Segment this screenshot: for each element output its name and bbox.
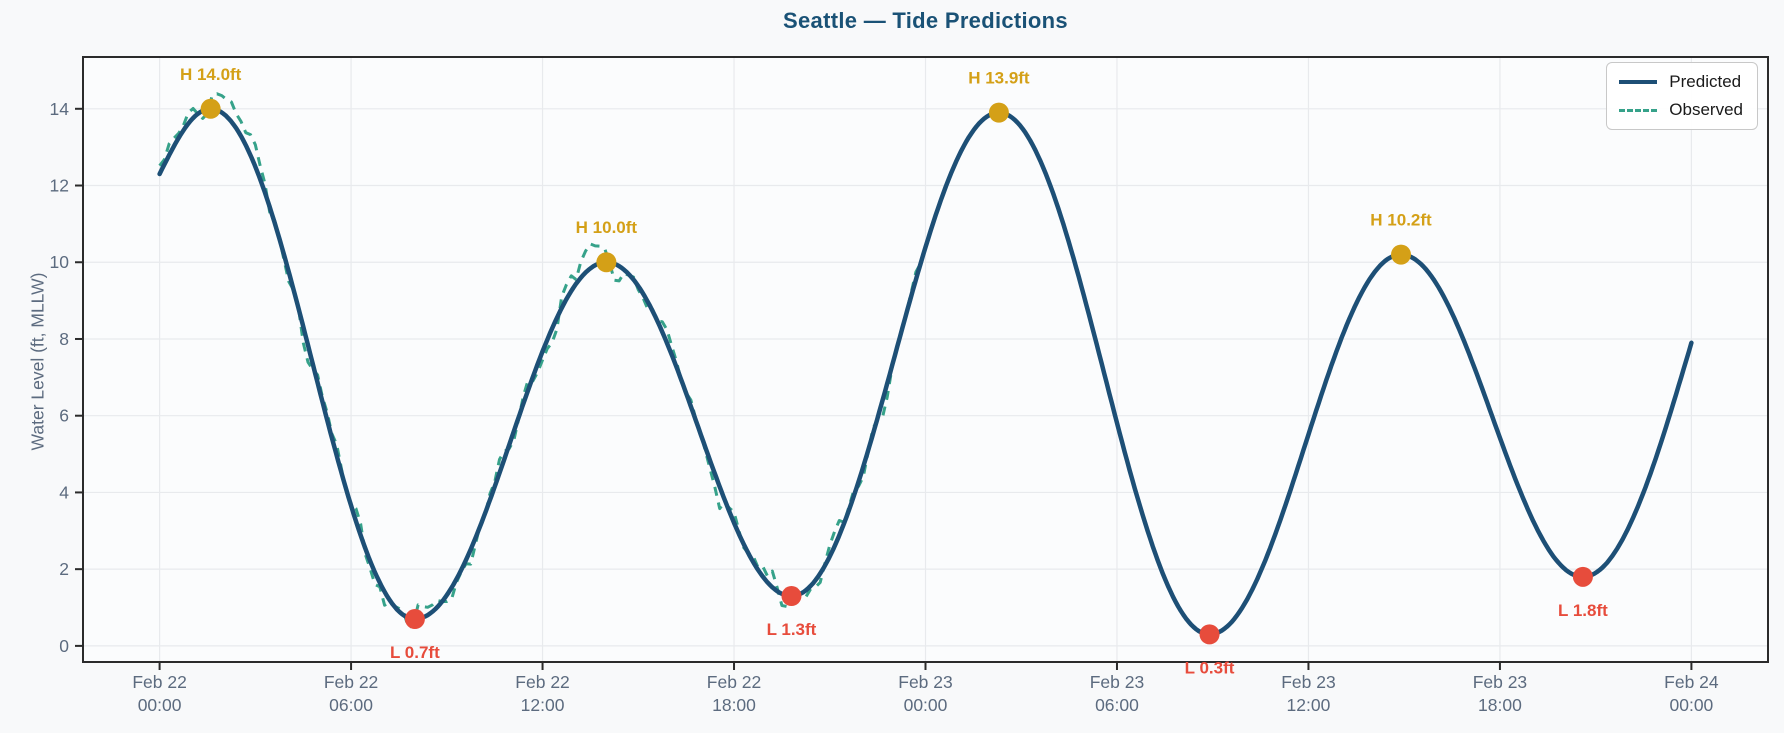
high-tide-annotation: H 13.9ft [968,69,1030,88]
chart-title: Seattle — Tide Predictions [783,8,1068,33]
high-tide-marker [200,98,221,119]
x-tick-label-date: Feb 22 [324,672,378,692]
y-tick-label: 6 [59,406,69,426]
low-tide-annotation: L 0.7ft [390,643,440,662]
low-tide-marker [1199,624,1220,645]
high-tide-marker [596,252,617,273]
high-tide-annotation: H 14.0ft [180,65,242,84]
y-tick-label: 2 [59,559,69,579]
observed-line-swatch [1619,108,1658,112]
y-tick-label: 14 [50,99,70,119]
x-tick-label-time: 06:00 [329,695,373,715]
x-tick-label-time: 12:00 [1287,695,1331,715]
x-tick-label-time: 18:00 [712,695,756,715]
high-tide-annotation: H 10.2ft [1370,211,1432,230]
legend-row-observed: Observed [1619,100,1743,120]
y-tick-label: 0 [59,636,69,656]
x-tick-label-time: 06:00 [1095,695,1139,715]
predicted-line-swatch [1619,80,1658,84]
x-tick-label-date: Feb 23 [1473,672,1527,692]
legend-label-observed: Observed [1669,100,1743,119]
legend-row-predicted: Predicted [1619,72,1743,92]
x-tick-label-time: 18:00 [1478,695,1522,715]
y-tick-label: 4 [59,482,69,502]
x-tick-label-date: Feb 23 [1090,672,1144,692]
x-tick-label-date: Feb 24 [1664,672,1719,692]
x-tick-label-date: Feb 22 [515,672,569,692]
high-tide-marker [1391,244,1412,265]
x-tick-label-time: 00:00 [1670,695,1714,715]
high-tide-annotation: H 10.0ft [576,218,638,237]
legend-label-predicted: Predicted [1669,72,1742,91]
x-tick-label-date: Feb 22 [132,672,186,692]
y-tick-label: 8 [59,329,69,349]
low-tide-annotation: L 1.8ft [1558,601,1608,620]
y-tick-label: 10 [50,252,70,272]
low-tide-marker [404,609,425,630]
high-tide-marker [988,102,1009,123]
low-tide-annotation: L 1.3ft [767,620,817,639]
x-tick-label-date: Feb 22 [707,672,761,692]
low-tide-marker [781,586,802,607]
y-tick-label: 12 [50,176,69,196]
legend: Predicted Observed [1606,62,1758,130]
x-tick-label-time: 12:00 [521,695,565,715]
x-tick-label-time: 00:00 [904,695,948,715]
low-tide-annotation: L 0.3ft [1185,658,1235,677]
x-tick-label-time: 00:00 [138,695,182,715]
low-tide-marker [1572,566,1593,587]
x-tick-label-date: Feb 23 [898,672,952,692]
x-tick-label-date: Feb 23 [1281,672,1335,692]
